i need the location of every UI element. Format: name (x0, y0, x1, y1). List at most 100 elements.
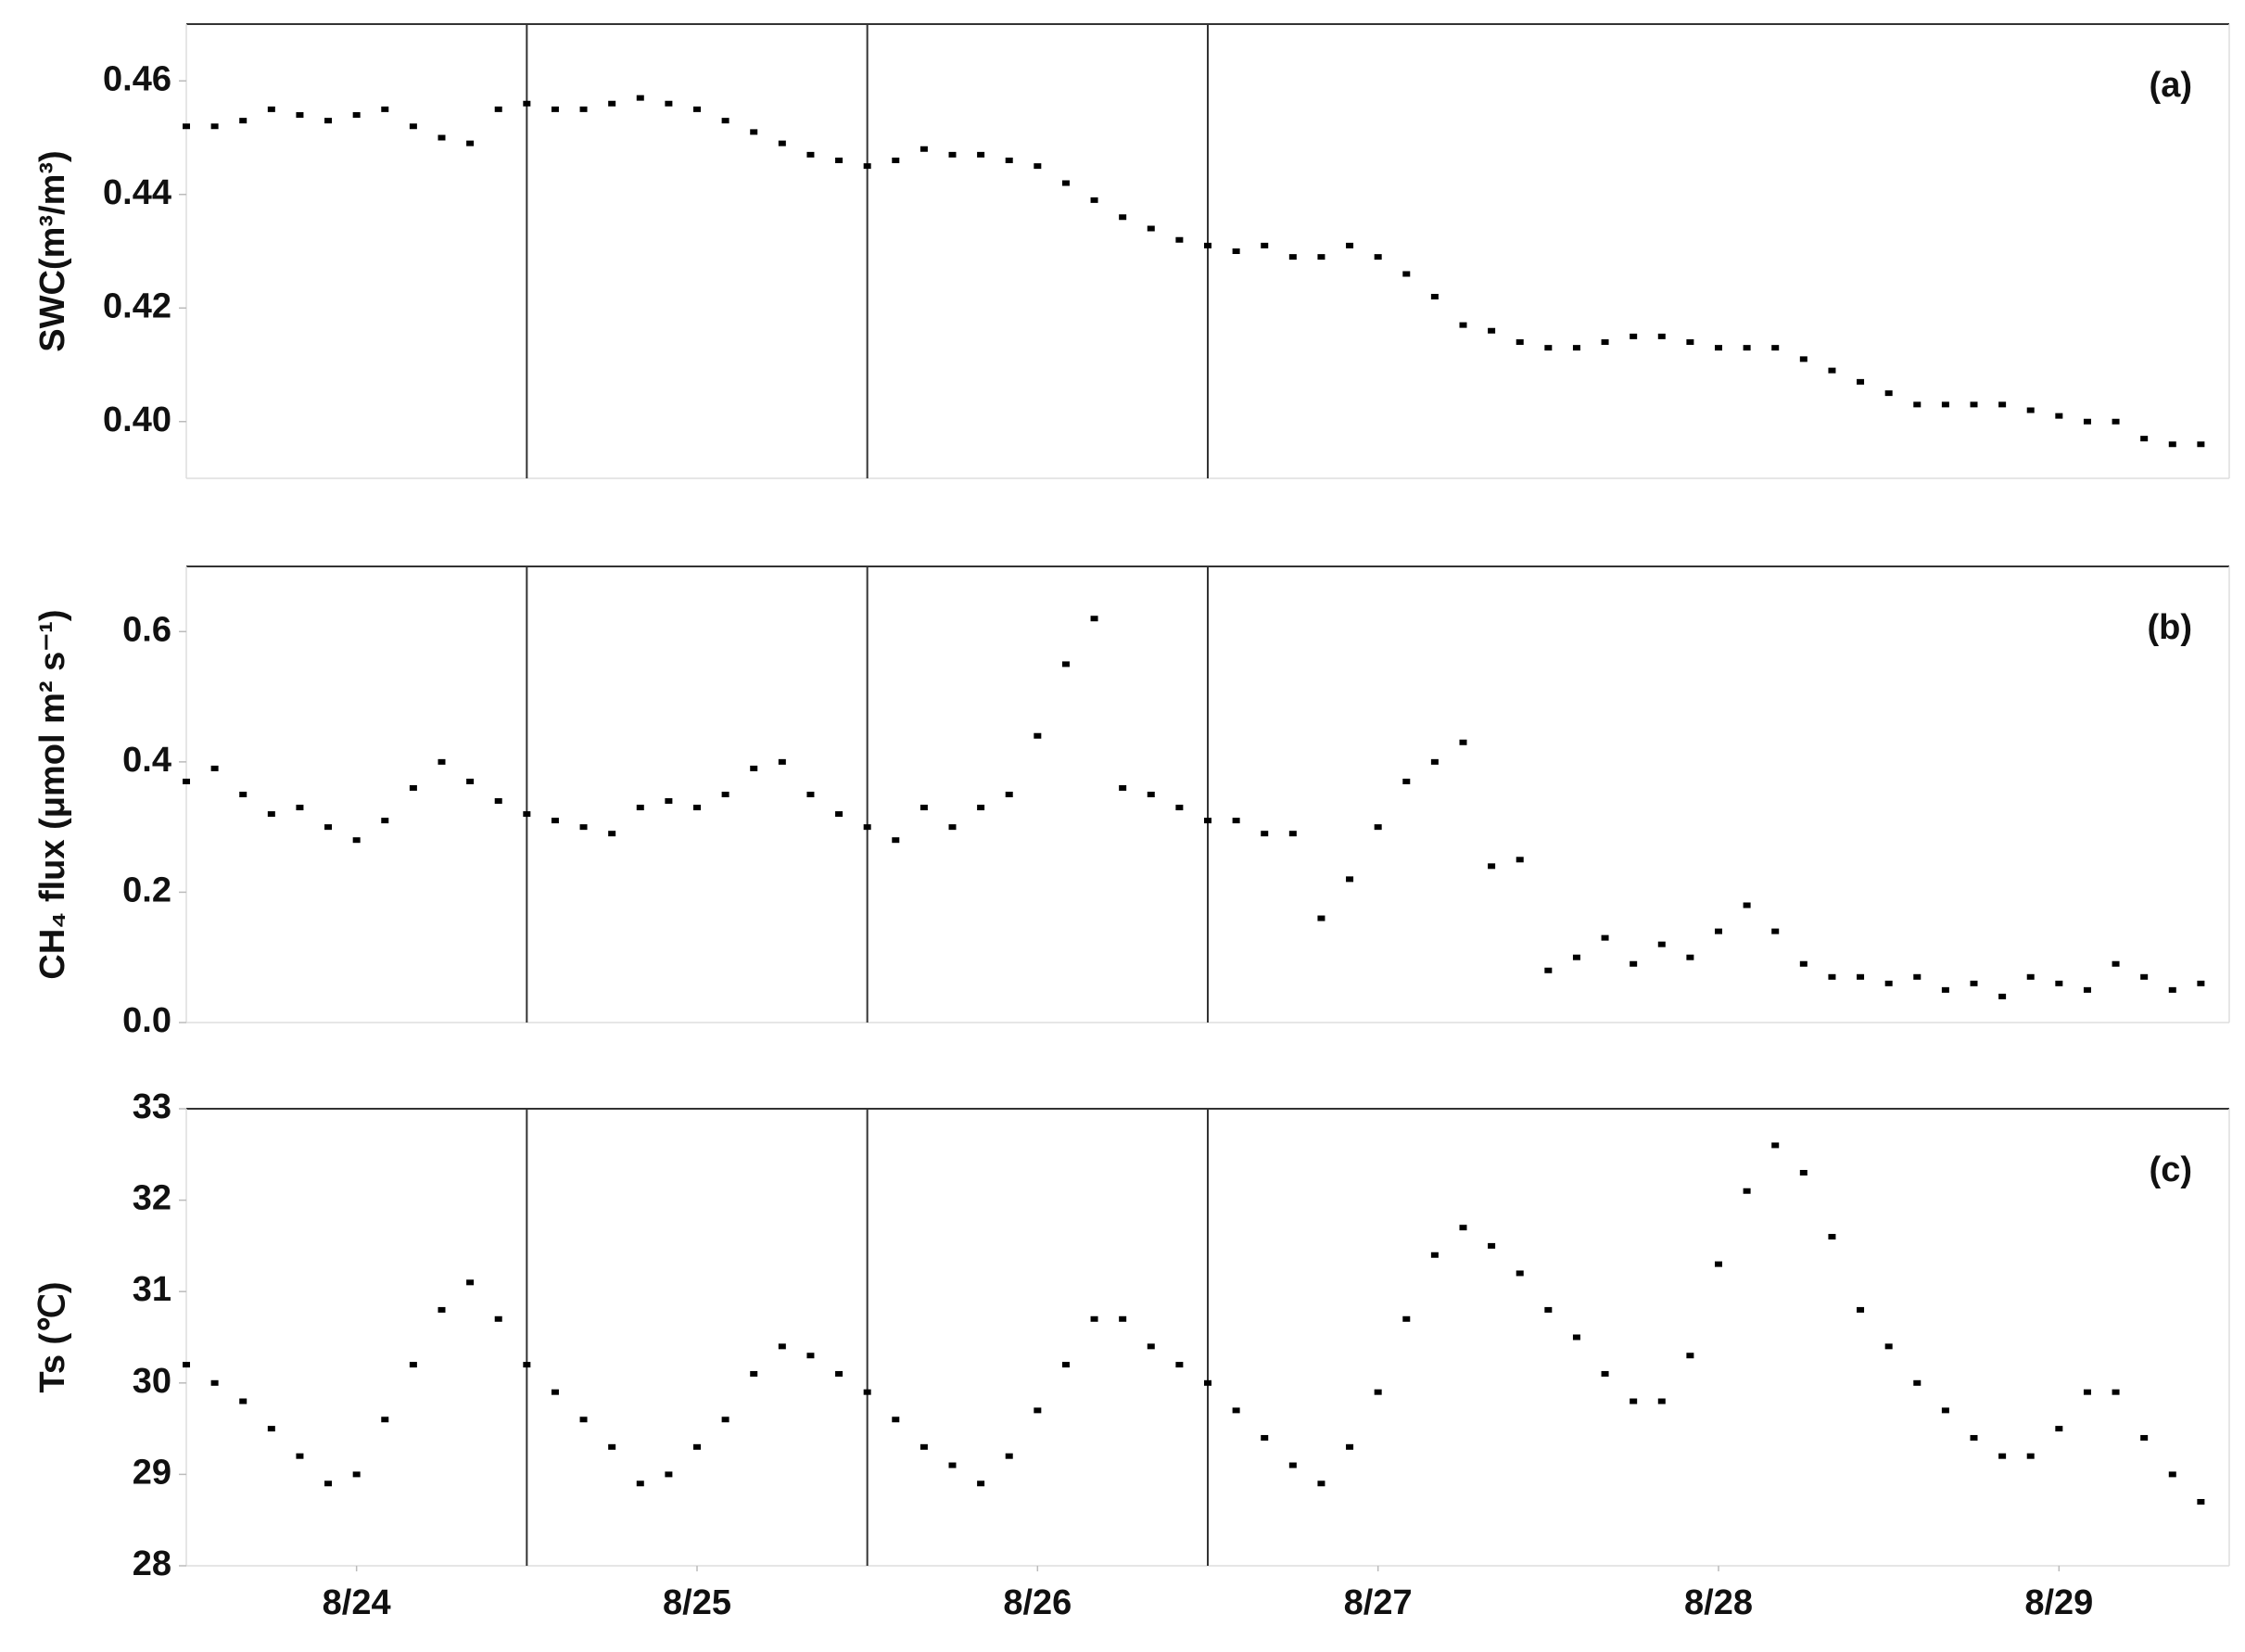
x-tick-label: 8/26 (1003, 1583, 1072, 1622)
data-point (2083, 986, 2091, 993)
data-point (1488, 327, 1496, 334)
data-point (2197, 1498, 2205, 1505)
data-point (1998, 1453, 2007, 1459)
data-point (1034, 732, 1042, 739)
x-tick-label: 8/28 (1684, 1583, 1753, 1622)
data-point (1715, 1261, 1722, 1267)
data-point (1970, 980, 1978, 986)
data-point (1572, 954, 1580, 960)
data-point (267, 811, 275, 818)
data-point (693, 106, 701, 112)
data-point (1998, 401, 2007, 408)
data-point (1884, 1343, 1893, 1350)
y-tick-label: 0.40 (103, 400, 171, 439)
data-point (1630, 1398, 1638, 1404)
data-point (551, 818, 559, 824)
data-point (1857, 1306, 1865, 1313)
data-point (778, 1343, 786, 1350)
data-point (1147, 1343, 1155, 1350)
data-point (210, 765, 219, 771)
data-point (1657, 941, 1666, 947)
data-point (2197, 441, 2205, 448)
data-point (1232, 818, 1240, 824)
data-point (1544, 967, 1553, 973)
data-point (750, 1370, 758, 1377)
data-point (1998, 993, 2007, 999)
data-point (1061, 180, 1070, 186)
data-point (1232, 248, 1240, 254)
data-point (1970, 401, 1978, 408)
data-point (693, 1443, 701, 1450)
data-point (1034, 1407, 1042, 1414)
data-point (750, 129, 758, 135)
data-point (2168, 441, 2176, 448)
data-point (1516, 339, 1524, 345)
data-point (1288, 831, 1297, 837)
data-point (1005, 1453, 1013, 1459)
y-tick-label: 0.44 (103, 173, 171, 212)
data-point (2083, 1389, 2091, 1395)
data-point (438, 134, 446, 141)
data-point (835, 1370, 843, 1377)
data-point (1005, 792, 1013, 797)
data-point (239, 792, 247, 797)
data-point (2055, 980, 2063, 986)
data-point (1034, 163, 1042, 170)
data-point (1261, 1434, 1269, 1441)
data-point (1572, 345, 1580, 351)
data-point (1061, 661, 1070, 667)
y-tick-label: 33 (133, 1087, 171, 1126)
data-point (693, 805, 701, 811)
data-point (494, 1315, 502, 1322)
data-point (2026, 973, 2035, 980)
data-point (296, 1453, 304, 1459)
data-point (1119, 784, 1127, 791)
data-point (1204, 1379, 1211, 1386)
data-point (806, 792, 815, 797)
y-axis-label: Ts (℃) (33, 1281, 72, 1392)
data-point (977, 151, 985, 158)
data-point (665, 798, 673, 805)
data-point (1288, 1462, 1297, 1468)
data-point (1430, 1252, 1439, 1258)
data-point (977, 1480, 985, 1487)
data-point (977, 805, 985, 811)
data-point (1884, 390, 1893, 397)
data-point (2140, 436, 2149, 442)
data-point (778, 140, 786, 146)
x-tick-label: 8/25 (663, 1583, 731, 1622)
data-point (1884, 980, 1893, 986)
data-point (1402, 778, 1411, 784)
data-point (2083, 418, 2091, 425)
y-axis-label: SWC(m³/m³) (33, 150, 72, 351)
y-tick-label: 0.42 (103, 286, 171, 325)
data-point (1715, 928, 1722, 934)
data-point (608, 1443, 616, 1450)
data-point (2112, 418, 2120, 425)
data-point (381, 1417, 389, 1423)
data-point (267, 1426, 275, 1432)
data-point (409, 123, 417, 130)
data-point (1913, 1379, 1922, 1386)
data-point (1601, 1370, 1609, 1377)
data-point (551, 106, 559, 112)
data-point (1516, 1270, 1524, 1277)
data-point (1090, 616, 1098, 622)
data-point (2026, 1453, 2035, 1459)
data-point (239, 118, 247, 124)
data-point (183, 123, 190, 130)
data-point (1799, 356, 1807, 362)
data-point (806, 1353, 815, 1359)
data-point (1771, 928, 1780, 934)
data-point (892, 158, 900, 163)
data-point (466, 1279, 475, 1286)
data-point (1941, 1407, 1949, 1414)
data-point (2026, 407, 2035, 413)
y-tick-label: 0.2 (122, 870, 171, 909)
data-point (1459, 739, 1467, 745)
data-point (920, 146, 928, 152)
data-point (1857, 973, 1865, 980)
data-point (721, 1417, 729, 1423)
data-point (1715, 345, 1722, 351)
